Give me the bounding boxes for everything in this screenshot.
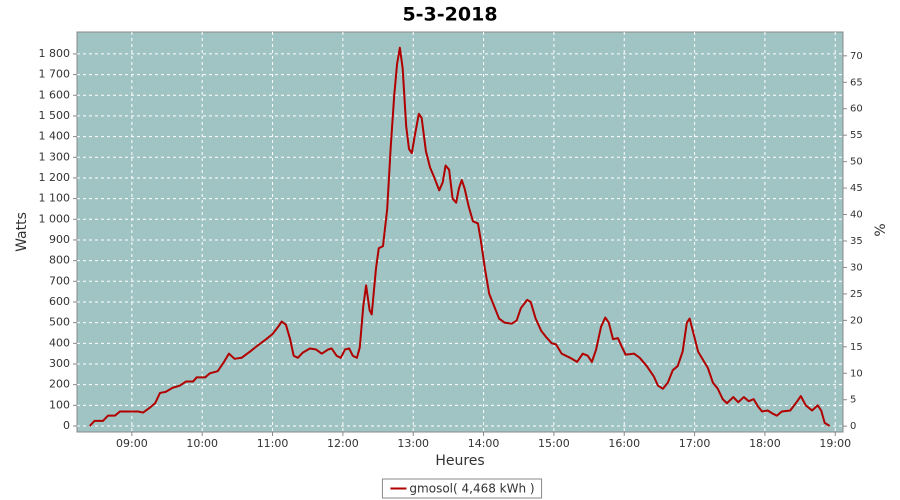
y-tick-label: 600 [49, 295, 70, 308]
y-tick-label: 1 200 [39, 171, 71, 184]
legend-box [381, 478, 543, 499]
y-tick-label: 1 300 [39, 150, 71, 163]
x-tick-label: 11:00 [257, 437, 289, 450]
x-tick-label: 19:00 [819, 437, 851, 450]
y2-tick-label: 40 [850, 210, 863, 221]
y2-tick-label: 25 [850, 289, 863, 300]
x-tick-label: 12:00 [327, 437, 359, 450]
y-tick-label: 1 500 [39, 109, 71, 122]
y-tick-label: 300 [49, 357, 70, 370]
y2-tick-label: 65 [850, 77, 863, 88]
y-tick-label: 200 [49, 378, 70, 391]
y-tick-label: 1 100 [39, 192, 71, 205]
y2-tick-label: 55 [850, 130, 863, 141]
legend-label: gmosol( 4,468 kWh ) [409, 482, 534, 496]
legend: gmosol( 4,468 kWh ) [381, 478, 543, 499]
y-tick-label: 1 400 [39, 130, 71, 143]
y2-tick-label: 70 [850, 51, 863, 62]
x-axis-label: Heures [435, 453, 484, 469]
x-tick-label: 09:00 [116, 437, 148, 450]
y-tick-label: 500 [49, 316, 70, 329]
y2-tick-label: 20 [850, 315, 863, 326]
y2-tick-label: 45 [850, 183, 863, 194]
x-tick-label: 18:00 [749, 437, 781, 450]
chart-title: 5-3-2018 [402, 4, 497, 26]
plot-area [76, 31, 844, 433]
y-tick-label: 100 [49, 398, 70, 411]
x-tick-label: 15:00 [538, 437, 570, 450]
y-tick-label: 1 600 [39, 88, 71, 101]
y2-tick-label: 10 [850, 368, 863, 379]
y-tick-label: 0 [63, 419, 70, 432]
x-tick-label: 14:00 [468, 437, 500, 450]
x-tick-label: 10:00 [186, 437, 218, 450]
y-axis-label: Watts [14, 212, 30, 252]
y2-tick-label: 15 [850, 342, 863, 353]
y-tick-label: 1 000 [39, 212, 71, 225]
y2-tick-label: 5 [850, 395, 856, 406]
y2-axis-label: % [873, 223, 889, 236]
y-tick-label: 1 700 [39, 68, 71, 81]
data-line [88, 46, 831, 427]
y-tick-label: 700 [49, 274, 70, 287]
y-tick-label: 400 [49, 336, 70, 349]
x-tick-label: 17:00 [679, 437, 711, 450]
x-tick-label: 16:00 [608, 437, 640, 450]
x-tick-label: 13:00 [397, 437, 429, 450]
y2-tick-label: 60 [850, 104, 863, 115]
y2-tick-label: 30 [850, 262, 863, 273]
y2-tick-label: 0 [850, 421, 856, 432]
y-tick-label: 800 [49, 254, 70, 267]
y2-tick-label: 50 [850, 157, 863, 168]
y-tick-label: 900 [49, 233, 70, 246]
y2-tick-label: 35 [850, 236, 863, 247]
y-tick-label: 1 800 [39, 47, 71, 60]
